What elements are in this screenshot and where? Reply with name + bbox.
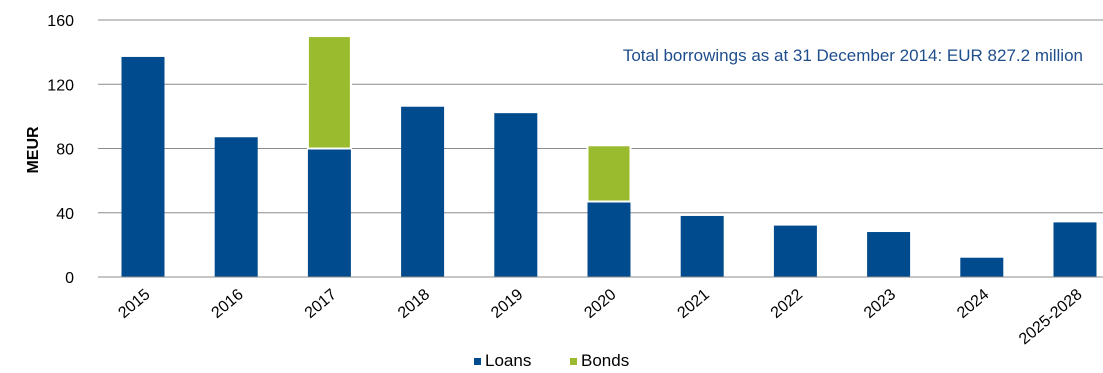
bar-bonds-2017 <box>306 35 352 150</box>
bar-loans-2022 <box>773 225 817 277</box>
y-tick-label: 0 <box>65 270 74 287</box>
bar-loans-2025-2028 <box>1053 222 1097 277</box>
x-tick-label: 2018 <box>395 286 433 322</box>
bar-bonds-2020 <box>586 144 632 203</box>
legend-swatch-loans <box>474 358 481 365</box>
x-tick-label: 2025-2028 <box>1016 286 1086 348</box>
x-tick-label: 2015 <box>115 286 153 322</box>
legend-label-loans: Loans <box>485 351 531 370</box>
y-tick-label: 120 <box>47 77 74 94</box>
x-tick-label: 2021 <box>675 286 713 322</box>
chart-annotation: Total borrowings as at 31 December 2014:… <box>623 46 1083 65</box>
x-tick-label: 2017 <box>302 286 340 322</box>
y-axis-label: MEUR <box>25 126 42 174</box>
bar-loans-2015 <box>121 56 165 277</box>
x-tick-label: 2016 <box>209 286 247 322</box>
bar-loans-2017 <box>307 148 351 277</box>
x-tick-label: 2020 <box>581 286 619 322</box>
y-tick-label: 40 <box>56 206 74 223</box>
bar-loans-2020 <box>587 201 631 277</box>
legend-swatch-bonds <box>570 358 577 365</box>
x-axis-ticks: 2015 2016 2017 2018 2019 2020 2021 2022 2023 2024… <box>115 286 1085 348</box>
y-tick-label: 160 <box>47 13 74 30</box>
x-tick-label: 2022 <box>768 286 806 322</box>
bar-loans-2021 <box>680 215 724 277</box>
x-tick-label: 2023 <box>861 286 899 322</box>
bar-loans-2019 <box>494 113 538 277</box>
legend-label-bonds: Bonds <box>581 351 629 370</box>
y-tick-label: 80 <box>56 142 74 159</box>
bar-loans-2018 <box>401 106 445 277</box>
bar-loans-2016 <box>214 137 258 277</box>
bars <box>121 35 1097 277</box>
bar-loans-2023 <box>867 232 911 277</box>
x-tick-label: 2019 <box>488 286 526 322</box>
legend: Loans Bonds <box>474 351 629 370</box>
x-tick-label: 2024 <box>954 286 992 322</box>
bar-loans-2024 <box>960 257 1004 277</box>
y-axis-ticks: 0 40 80 120 160 <box>47 13 74 287</box>
